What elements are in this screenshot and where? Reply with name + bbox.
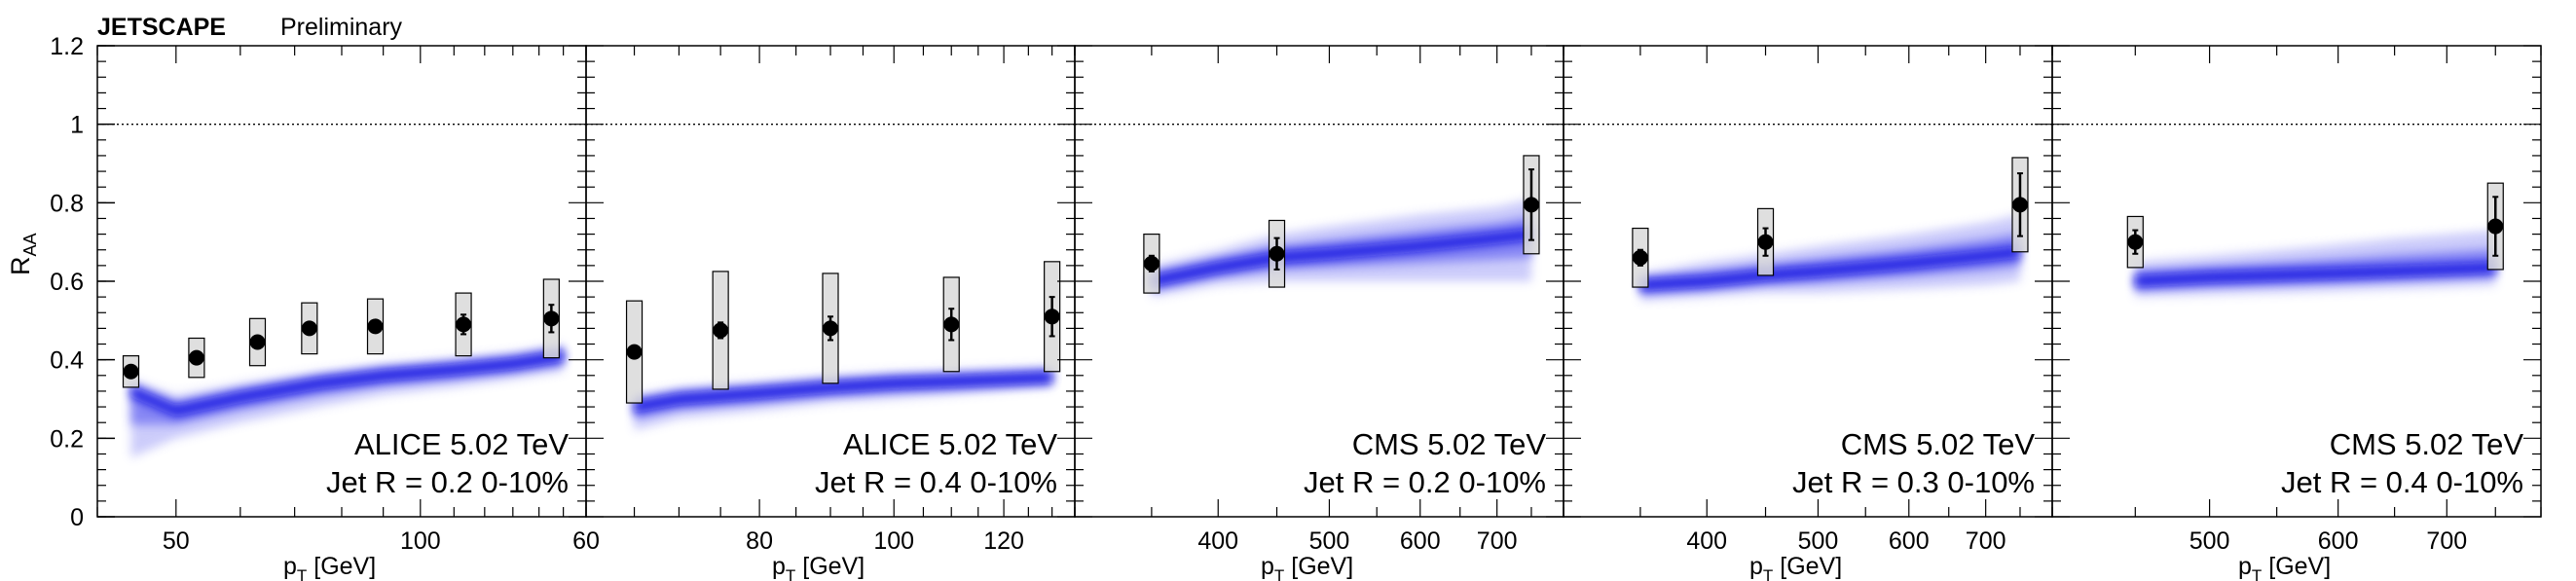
panel-subtitle: Jet R = 0.2 0-10% [326,465,569,499]
chart-panel-5: 500 600 700 pT [GeV] CMS 5.02 TeV Jet R = 0.4… [2051,45,2542,581]
x-axis-title-main: p [1261,553,1274,580]
x-tick-label: 100 [873,527,914,555]
data-point [1269,245,1285,262]
x-tick-label: 600 [1889,527,1930,555]
theory-band [130,344,564,458]
x-tick-label: 100 [400,527,441,555]
panel-title: ALICE 5.02 TeV [843,427,1057,461]
x-axis-title-sub: T [297,566,307,581]
x-tick-label: 600 [1400,527,1441,555]
x-axis-title-unit: [GeV] [1773,553,1842,580]
x-tick-label: 700 [1477,527,1518,555]
data-point [626,344,643,360]
theory-band [1151,199,1531,298]
y-tick-label: 1.2 [50,33,84,60]
panel-subtitle: Jet R = 0.2 0-10% [1304,465,1546,499]
chart-panel-2: 60 80 100 120 pT [GeV] ALICE 5.02 TeV Jet R = … [572,45,1076,581]
theory-band [634,365,1052,431]
panel-subtitle: Jet R = 0.4 0-10% [2281,465,2523,499]
chart-panel-3: 400 500 600 700 pT [GeV] CMS 5.02 TeV Jet R = … [1074,45,1564,581]
x-tick-label: 400 [1197,527,1238,555]
data-point [713,322,729,339]
x-axis-title-unit: [GeV] [1284,553,1353,580]
data-point [943,316,960,333]
x-tick-label: 400 [1686,527,1727,555]
x-axis-title: pT [GeV] [772,553,865,581]
x-axis-title-main: p [772,553,786,580]
x-tick-label: 700 [1966,527,2006,555]
band-core [1639,245,2020,291]
status-label: Preliminary [280,14,403,41]
y-tick-label: 0.6 [50,269,84,296]
x-tick-label: 80 [746,527,773,555]
data-point [2011,197,2028,213]
band-core [130,349,564,418]
x-axis-title: pT [GeV] [283,553,376,581]
y-axis-title-main: R [6,257,35,276]
data-point [367,318,384,335]
panel-subtitle: Jet R = 0.4 0-10% [815,465,1057,499]
panel-title: CMS 5.02 TeV [2330,427,2524,461]
theory-band [2135,230,2496,298]
x-tick-label: 500 [1798,527,1839,555]
data-point [249,334,266,350]
x-axis-title: pT [GeV] [2238,553,2331,581]
panel-title: CMS 5.02 TeV [1841,427,2036,461]
x-axis-title-sub: T [1763,566,1773,581]
panel-title: CMS 5.02 TeV [1352,427,1547,461]
data-point [123,363,139,380]
chart-panel-1: 50 100 pT [GeV] ALICE 5.02 TeV Jet R = 0.2 0… [96,45,587,581]
y-tick-label: 0.8 [50,190,84,217]
band-core [1151,228,1531,287]
y-tick-label: 0.2 [50,425,84,453]
x-tick-label: 700 [2426,527,2467,555]
x-axis-title-sub: T [1274,566,1284,581]
x-axis-title: pT [GeV] [1261,553,1353,581]
data-point [2487,218,2504,235]
data-point [456,316,472,333]
x-axis-title-unit: [GeV] [307,553,376,580]
data-point [1757,234,1774,250]
x-axis-title-unit: [GeV] [2262,553,2331,580]
data-point [188,349,204,366]
y-tick-label: 0 [70,504,84,531]
x-tick-label: 500 [2190,527,2230,555]
y-tick-label: 1 [70,112,84,139]
x-tick-label: 60 [572,527,600,555]
data-point [543,310,560,327]
y-axis: 0 0.2 0.4 0.6 0.8 1 1.2 [50,33,115,531]
panel-title: ALICE 5.02 TeV [354,427,569,461]
data-point [1523,197,1539,213]
y-axis-title-sub: AA [20,233,40,256]
x-axis-title: pT [GeV] [1749,553,1842,581]
data-point [823,320,838,337]
x-axis-title-sub: T [786,566,795,581]
x-axis-title-main: p [1749,553,1763,580]
x-tick-label: 600 [2318,527,2359,555]
x-axis-title-main: p [2238,553,2252,580]
panel-subtitle: Jet R = 0.3 0-10% [1792,465,2035,499]
theory-band [1639,214,2020,302]
x-axis-title-sub: T [2252,566,2262,581]
x-tick-label: 500 [1309,527,1350,555]
x-tick-label: 120 [983,527,1024,555]
x-axis-title-main: p [283,553,297,580]
chart-panel-4: 400 500 600 700 pT [GeV] CMS 5.02 TeV Jet R = … [1563,45,2053,581]
data-point [1632,249,1648,266]
data-point [1143,255,1159,272]
x-tick-label: 50 [163,527,190,555]
band-core [634,371,1052,414]
band-core [2135,261,2496,287]
y-tick-label: 0.4 [50,347,84,375]
x-axis-title-unit: [GeV] [795,553,865,580]
collaboration-label: JETSCAPE [97,14,226,41]
data-point [1044,309,1060,325]
y-axis-title: RAA [6,233,40,275]
data-point [301,320,317,337]
data-point [2127,234,2144,250]
